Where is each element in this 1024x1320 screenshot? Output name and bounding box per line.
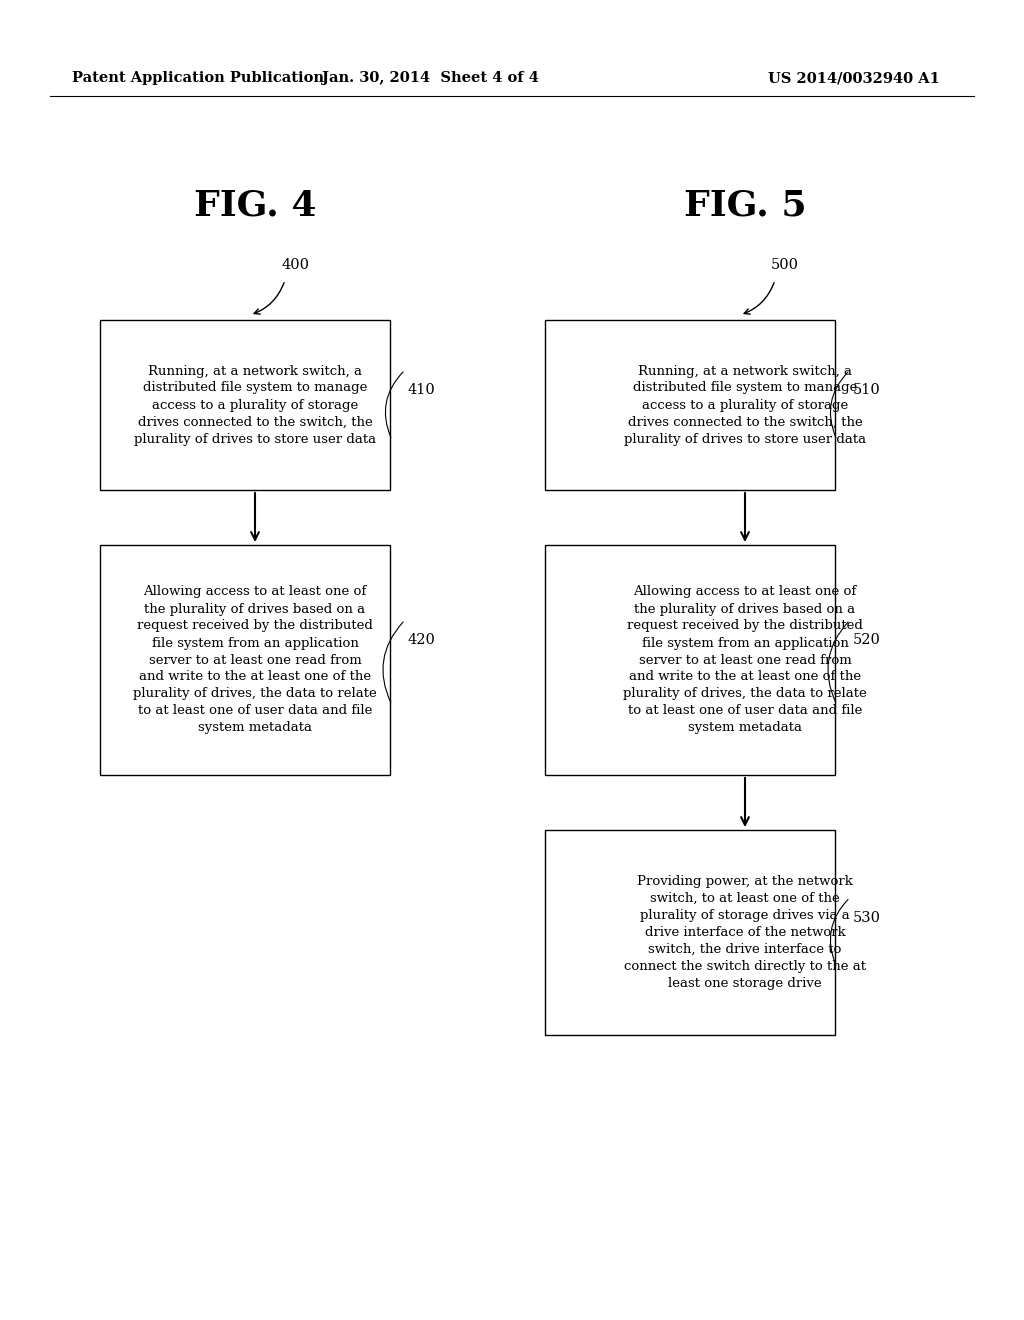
FancyArrowPatch shape	[383, 622, 403, 702]
Text: Providing power, at the network
switch, to at least one of the
plurality of stor: Providing power, at the network switch, …	[624, 875, 866, 990]
Text: 400: 400	[281, 257, 309, 272]
FancyArrowPatch shape	[830, 372, 848, 437]
FancyBboxPatch shape	[100, 319, 390, 490]
Text: FIG. 4: FIG. 4	[194, 187, 316, 222]
FancyArrowPatch shape	[828, 622, 848, 702]
Text: 500: 500	[771, 257, 799, 272]
FancyBboxPatch shape	[100, 545, 390, 775]
Text: 410: 410	[408, 383, 436, 397]
FancyArrowPatch shape	[744, 282, 774, 314]
Text: Allowing access to at least one of
the plurality of drives based on a
request re: Allowing access to at least one of the p…	[133, 586, 377, 734]
FancyArrowPatch shape	[830, 899, 848, 965]
Text: 520: 520	[853, 634, 881, 647]
Text: 420: 420	[408, 634, 436, 647]
Text: 510: 510	[853, 383, 881, 397]
FancyArrowPatch shape	[385, 372, 403, 437]
Text: Patent Application Publication: Patent Application Publication	[72, 71, 324, 84]
Text: US 2014/0032940 A1: US 2014/0032940 A1	[768, 71, 940, 84]
FancyBboxPatch shape	[545, 319, 835, 490]
Text: Allowing access to at least one of
the plurality of drives based on a
request re: Allowing access to at least one of the p…	[624, 586, 867, 734]
Text: Running, at a network switch, a
distributed file system to manage
access to a pl: Running, at a network switch, a distribu…	[134, 364, 376, 446]
FancyBboxPatch shape	[545, 545, 835, 775]
Text: 530: 530	[853, 911, 881, 924]
FancyArrowPatch shape	[254, 282, 284, 314]
FancyBboxPatch shape	[545, 830, 835, 1035]
Text: Running, at a network switch, a
distributed file system to manage
access to a pl: Running, at a network switch, a distribu…	[624, 364, 866, 446]
Text: Jan. 30, 2014  Sheet 4 of 4: Jan. 30, 2014 Sheet 4 of 4	[322, 71, 539, 84]
Text: FIG. 5: FIG. 5	[684, 187, 806, 222]
